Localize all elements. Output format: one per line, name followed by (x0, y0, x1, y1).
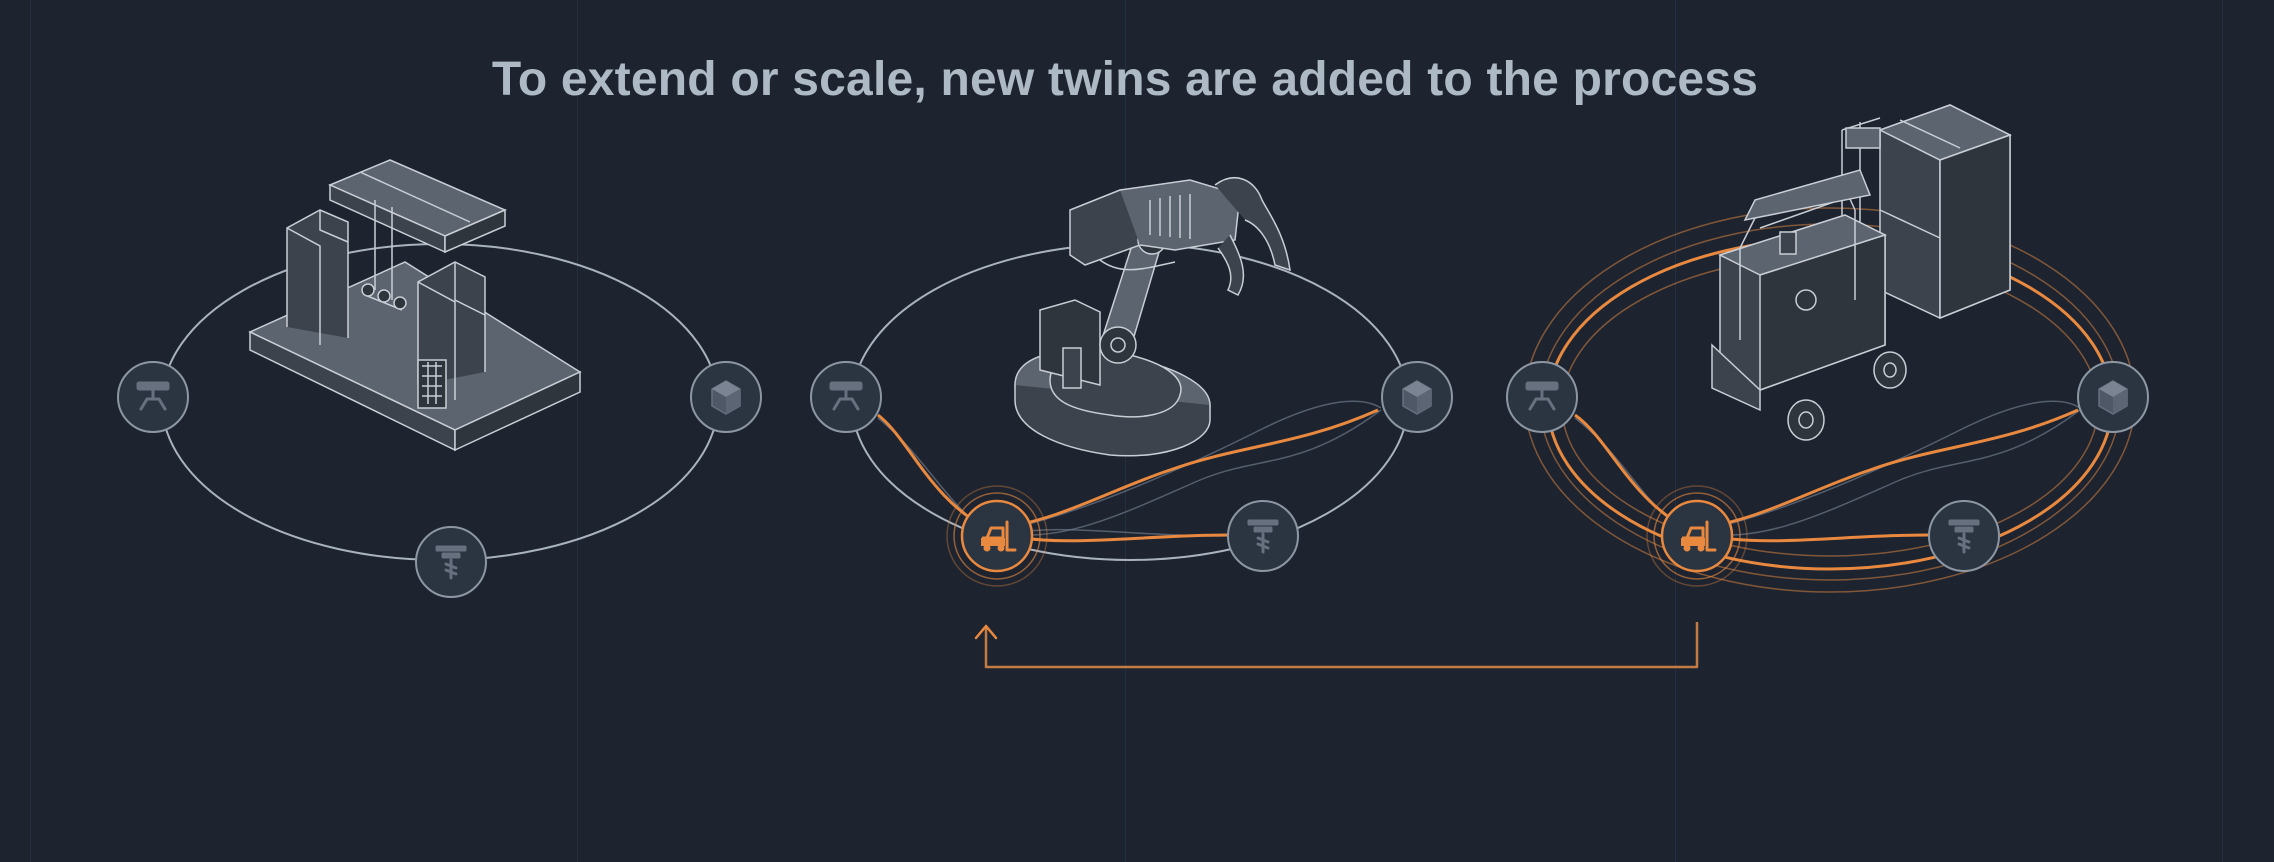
grid-line (577, 0, 578, 862)
stage-3 (1506, 104, 2149, 593)
flow-line (1001, 533, 1229, 543)
gripper-node (810, 361, 882, 433)
box-icon (711, 380, 741, 415)
forklift-node-active (946, 485, 1048, 587)
robotic-arm-machine (1014, 177, 1291, 457)
grid-line (1675, 0, 1676, 862)
drill-node (1928, 500, 2000, 572)
gripper-node (117, 361, 189, 433)
headline: To extend or scale, new twins are added … (491, 53, 1759, 106)
forklift-machine (1711, 104, 2012, 441)
scale-connector-arrow (974, 622, 1699, 669)
drill-node (1227, 500, 1299, 572)
box-icon (2098, 380, 2128, 415)
gantry-robot-machine (248, 159, 582, 452)
grid-line (2222, 0, 2223, 862)
box-node (690, 361, 762, 433)
box-node (1381, 361, 1453, 433)
stage-2 (810, 177, 1453, 587)
flow-line (999, 408, 1379, 530)
arrow-head-icon (974, 624, 998, 640)
grid-line (30, 0, 31, 862)
flow-line (1699, 408, 2079, 530)
flow-line (1701, 533, 1929, 543)
box-icon (1402, 380, 1432, 415)
gripper-node (1506, 361, 1578, 433)
forklift-node-active (1646, 485, 1748, 587)
drill-node (415, 526, 487, 598)
box-node (2077, 361, 2149, 433)
stage-1 (117, 159, 762, 598)
